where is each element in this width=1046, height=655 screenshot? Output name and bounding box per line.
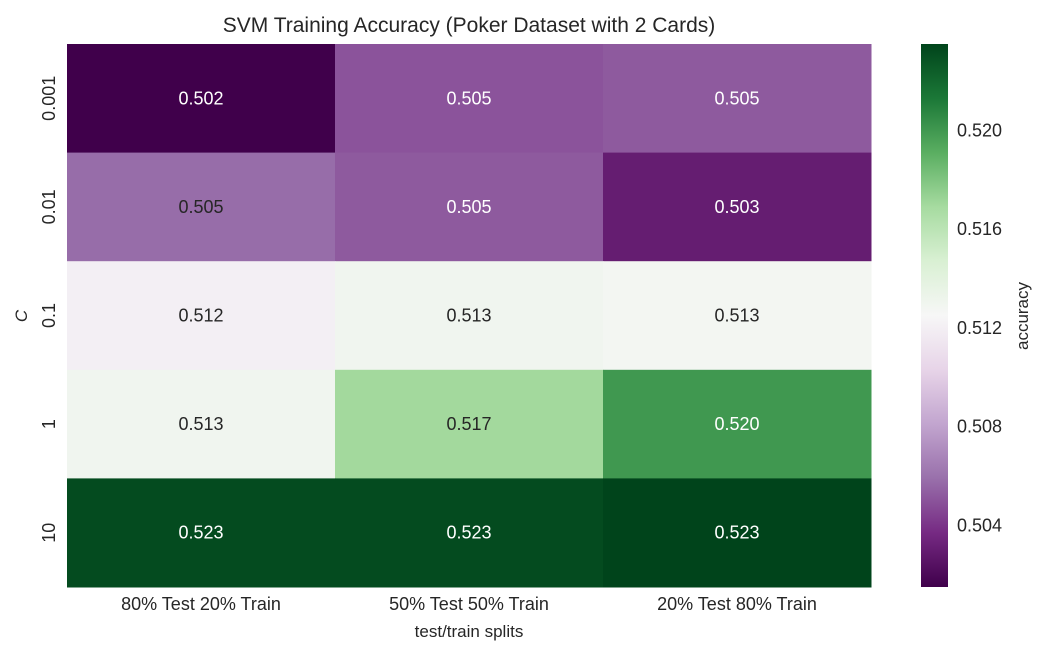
heatmap-cell [335, 261, 604, 371]
heatmap-cells: 0.502 0.505 0.505 0.505 0.505 0.503 0.512 0.513… [67, 44, 872, 588]
cell-value-label: 0.505 [446, 197, 491, 217]
cell-value-label: 0.523 [714, 523, 759, 543]
heatmap-cell [67, 152, 336, 262]
y-tick-labels: 0.001 0.01 0.1 1 10 [39, 76, 59, 543]
x-tick-label: 80% Test 20% Train [121, 594, 281, 614]
y-tick-label: 0.1 [39, 303, 59, 328]
heatmap-cell [603, 261, 872, 371]
cell-value-label: 0.523 [178, 523, 223, 543]
heatmap-cell [67, 44, 336, 154]
colorbar-tick-label: 0.516 [957, 219, 1002, 239]
colorbar-label: accuracy [1013, 281, 1032, 350]
cell-value-label: 0.505 [714, 88, 759, 108]
y-axis-label: C [12, 309, 31, 322]
cell-value-label: 0.513 [178, 414, 223, 434]
cell-value-label: 0.513 [714, 306, 759, 326]
heatmap-cell [603, 152, 872, 262]
heatmap-cell [335, 152, 604, 262]
heatmap-cell [67, 369, 336, 479]
y-tick-label: 0.01 [39, 189, 59, 224]
colorbar-ticks: 0.504 0.508 0.512 0.516 0.520 [957, 120, 1002, 535]
y-tick-label: 10 [39, 523, 59, 543]
x-tick-label: 50% Test 50% Train [389, 594, 549, 614]
heatmap-cell [603, 369, 872, 479]
colorbar-tick-label: 0.512 [957, 318, 1002, 338]
heatmap-cell [67, 261, 336, 371]
cell-value-label: 0.517 [446, 414, 491, 434]
x-tick-label: 20% Test 80% Train [657, 594, 817, 614]
cell-value-label: 0.503 [714, 197, 759, 217]
cell-value-label: 0.520 [714, 414, 759, 434]
cell-value-label: 0.505 [178, 197, 223, 217]
y-tick-label: 0.001 [39, 76, 59, 121]
heatmap-cell [603, 478, 872, 588]
cell-value-label: 0.505 [446, 88, 491, 108]
cell-value-label: 0.502 [178, 88, 223, 108]
cell-value-label: 0.513 [446, 306, 491, 326]
colorbar-tick-label: 0.504 [957, 515, 1002, 535]
x-axis-label: test/train splits [415, 622, 524, 641]
colorbar-tick-label: 0.520 [957, 120, 1002, 140]
chart-title: SVM Training Accuracy (Poker Dataset wit… [223, 14, 716, 37]
heatmap-cell [335, 44, 604, 154]
cell-value-label: 0.512 [178, 306, 223, 326]
heatmap-cell [603, 44, 872, 154]
cell-value-label: 0.523 [446, 523, 491, 543]
x-tick-labels: 80% Test 20% Train 50% Test 50% Train 20% … [121, 594, 817, 614]
heatmap-cell [67, 478, 336, 588]
y-tick-label: 1 [39, 419, 59, 429]
heatmap-cell [335, 369, 604, 479]
colorbar [921, 44, 948, 587]
colorbar-tick-label: 0.508 [957, 417, 1002, 437]
heatmap-cell [335, 478, 604, 588]
